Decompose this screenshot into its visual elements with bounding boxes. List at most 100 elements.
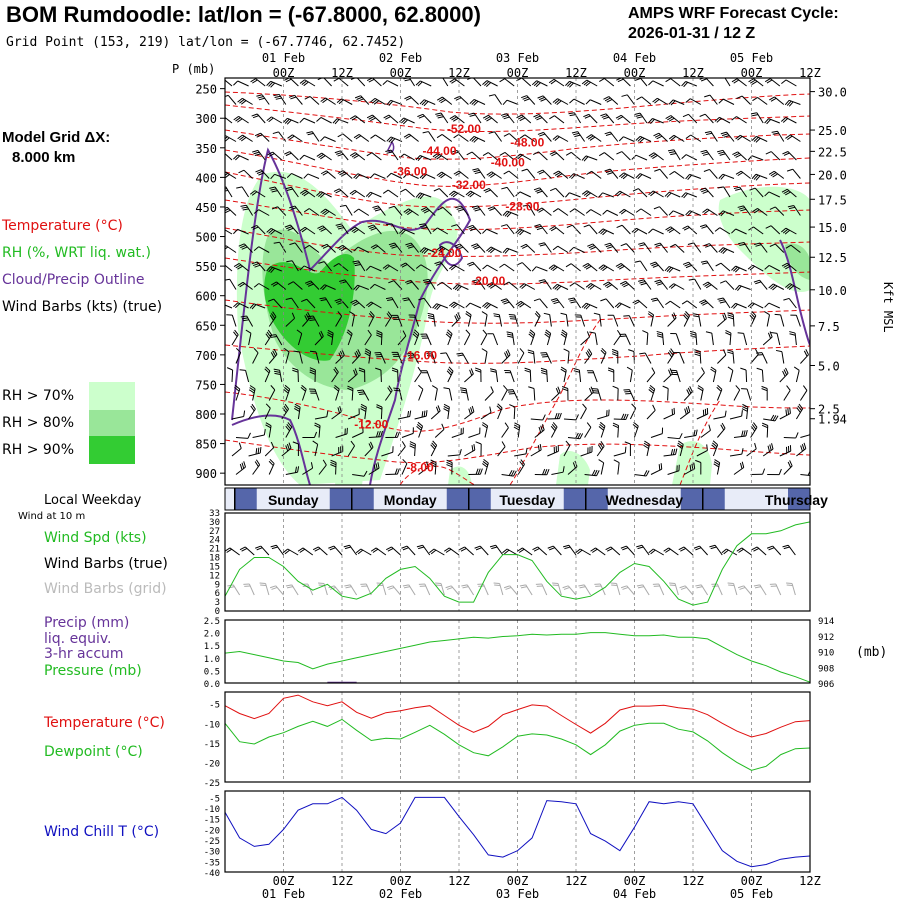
wind-barb-flag bbox=[375, 463, 378, 470]
wind-barb bbox=[302, 467, 313, 475]
pressure-line bbox=[224, 632, 811, 683]
wind-barb-flag bbox=[419, 99, 425, 105]
wind-barb-flag bbox=[718, 247, 724, 253]
wind-barb-flag bbox=[251, 261, 258, 265]
wind-barb-flag bbox=[415, 264, 422, 269]
wind-barb bbox=[306, 298, 316, 309]
wind-barb bbox=[565, 314, 569, 327]
wind-barb bbox=[285, 317, 295, 327]
wind-barb-flag bbox=[445, 333, 451, 339]
wind-barb-flag bbox=[601, 114, 608, 118]
wind-barb bbox=[670, 78, 681, 87]
grid-wind-barb-flag bbox=[520, 586, 528, 589]
wind-barb-flag bbox=[269, 458, 275, 464]
temperature-tick-label: -10 bbox=[204, 720, 220, 730]
wind-barb bbox=[506, 187, 515, 198]
wind-barb bbox=[745, 369, 748, 383]
wind-barb-flag bbox=[388, 100, 394, 106]
wind-barb-flag bbox=[670, 100, 676, 106]
wind-barb-flag bbox=[370, 97, 376, 103]
wind-barb bbox=[646, 332, 649, 346]
wind-barb-flag bbox=[446, 461, 453, 466]
wind-barb bbox=[599, 314, 602, 327]
wind-barb-flag bbox=[585, 352, 590, 358]
wind-barb bbox=[358, 208, 370, 216]
wind-barb-flag bbox=[235, 303, 241, 309]
wind-barb-flag bbox=[700, 78, 707, 82]
wind-barb-flag bbox=[488, 94, 495, 97]
temperature-tick-label: -15 bbox=[204, 740, 220, 750]
wind-barb-flag bbox=[420, 225, 427, 228]
wind-barb-flag bbox=[669, 243, 676, 248]
wind-barb-flag bbox=[648, 389, 654, 394]
wind-barb-flag bbox=[424, 280, 431, 283]
true-wind-barb-flag bbox=[445, 548, 452, 553]
wind-barb-flag bbox=[664, 266, 670, 272]
wind-barb-flag bbox=[762, 468, 766, 475]
wind-barb-flag bbox=[743, 430, 746, 437]
wind-barb-flag bbox=[307, 315, 314, 318]
wind-barb-flag bbox=[605, 170, 612, 174]
wind-barb-flag bbox=[435, 406, 440, 413]
wind-barb-flag bbox=[366, 301, 372, 307]
wind-barb-flag bbox=[552, 266, 558, 272]
wind-barb-flag bbox=[288, 442, 292, 449]
wind-barb-flag bbox=[238, 442, 242, 449]
grid-wind-barb-flag bbox=[503, 585, 510, 589]
wind-barb bbox=[693, 242, 702, 253]
wind-barb-flag bbox=[544, 468, 548, 475]
wind-barb-flag bbox=[303, 81, 309, 87]
wind-barb-flag bbox=[336, 225, 343, 228]
wind-barb-flag bbox=[432, 303, 437, 309]
wind-tick-label: 30 bbox=[209, 518, 220, 528]
wind-barb-flag bbox=[681, 154, 687, 160]
wind-barb-flag bbox=[239, 463, 243, 470]
wind-barb bbox=[528, 204, 536, 216]
true-wind-barb-flag bbox=[533, 547, 540, 552]
wind-barb-flag bbox=[453, 134, 459, 139]
wind-barb-flag bbox=[702, 302, 709, 306]
wind-barb-flag bbox=[701, 151, 708, 155]
wind-barb-flag bbox=[409, 445, 416, 449]
wind-barb bbox=[231, 369, 234, 383]
wind-barb-flag bbox=[675, 448, 678, 455]
wind-barb-flag bbox=[797, 405, 802, 411]
wind-barb bbox=[241, 186, 250, 198]
wind-tick-label: 6 bbox=[215, 589, 220, 599]
wind-barb-flag bbox=[690, 333, 697, 336]
wind-barb-flag bbox=[731, 265, 736, 271]
wind-tick-label: 15 bbox=[209, 562, 220, 572]
isotherm-line bbox=[225, 104, 810, 133]
wind-barb-flag bbox=[373, 207, 380, 210]
wind-barb-flag bbox=[602, 209, 608, 215]
wind-barb-flag bbox=[320, 155, 326, 160]
wind-barb-flag bbox=[699, 224, 706, 228]
wind-barb-flag bbox=[309, 319, 316, 322]
wind-barb-flag bbox=[285, 78, 292, 83]
wind-barb-flag bbox=[360, 408, 367, 412]
wind-barb-flag bbox=[384, 265, 390, 270]
wind-barb-flag bbox=[310, 462, 314, 469]
wind-barb-flag bbox=[333, 78, 340, 82]
wind-barb-flag bbox=[535, 225, 542, 229]
wind-barb-flag bbox=[486, 171, 492, 176]
wind-barb-flag bbox=[771, 443, 774, 450]
wind-barb bbox=[494, 94, 503, 105]
grid-wind-barb-flag bbox=[345, 586, 352, 589]
wind-barb-flag bbox=[569, 98, 575, 104]
wind-barb bbox=[690, 134, 702, 142]
wind-barb-flag bbox=[322, 245, 329, 249]
wind-barb bbox=[285, 351, 290, 364]
height-tick-label: 10.0 bbox=[818, 284, 847, 298]
wind-barb-flag bbox=[702, 190, 709, 194]
wind-barb bbox=[480, 411, 492, 420]
wind-barb-flag bbox=[479, 468, 483, 475]
wind-barb-flag bbox=[502, 299, 509, 303]
wind-barb-flag bbox=[346, 331, 352, 337]
wind-barb bbox=[456, 224, 465, 235]
wind-barb bbox=[248, 333, 252, 346]
wind-barb-flag bbox=[339, 204, 346, 207]
wind-barb bbox=[605, 298, 615, 309]
wind-barb-flag bbox=[488, 131, 495, 134]
